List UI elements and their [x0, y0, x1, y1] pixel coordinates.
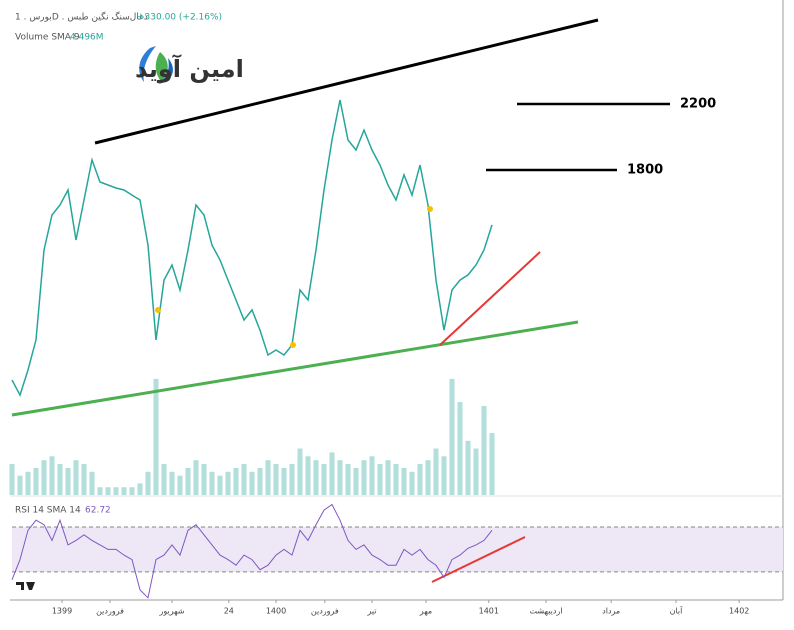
volume-bar: [393, 464, 399, 495]
symbol-title: بورس . 1D . ذغال‌سنگ نگین طبس: [15, 11, 148, 23]
volume-bar: [481, 405, 487, 495]
level-label: 1800: [627, 163, 663, 178]
volume-bar: [249, 471, 255, 495]
volume-bar: [473, 448, 479, 495]
rsi-line: [11, 503, 493, 599]
volume-bar: [161, 464, 167, 495]
event-marker: [155, 307, 161, 313]
volume-bar: [57, 464, 63, 495]
volume-bar: [377, 464, 383, 495]
volume-bar: [9, 464, 15, 495]
volume-bar: [305, 456, 311, 495]
volume-bar: [273, 464, 279, 495]
price-line: [11, 99, 493, 398]
rsi-band: [12, 526, 783, 572]
volume-bar: [425, 460, 431, 495]
volume-bar: [81, 464, 87, 495]
x-tick-label: تیر: [366, 607, 376, 616]
volume-bar: [441, 456, 447, 495]
rsi-value: 62.72: [85, 506, 111, 516]
x-tick-label: اردیبهشت: [530, 607, 563, 616]
volume-bar: [185, 467, 191, 495]
x-tick-label: 1401: [479, 607, 499, 616]
volume-bar: [49, 456, 55, 495]
volume-bar: [201, 464, 207, 495]
resistance-trendline: [94, 18, 599, 145]
volume-bar: [489, 433, 495, 495]
volume-bar: [17, 475, 23, 495]
x-tick-label: 1400: [266, 607, 286, 616]
volume-bar: [145, 471, 151, 495]
tv-logo: [16, 582, 35, 590]
volume-bar: [129, 487, 135, 495]
volume-bar: [313, 460, 319, 495]
x-tick-label: آبان: [670, 606, 684, 616]
x-tick-label: 24: [224, 607, 234, 616]
volume-bar: [409, 471, 415, 495]
volume-bar: [465, 440, 471, 495]
x-tick-label: فروردین: [311, 607, 339, 616]
support-trendline: [11, 320, 579, 417]
volume-bar: [353, 467, 359, 495]
volume-bar: [225, 471, 231, 495]
volume-bar: [241, 464, 247, 495]
volume-bar: [73, 460, 79, 495]
level-label: 2200: [680, 97, 716, 112]
logo-swoosh: [158, 58, 173, 84]
volume-bar: [209, 471, 215, 495]
volume-bar: [233, 467, 239, 495]
x-tick-label: مهر: [419, 607, 432, 616]
volume-bar: [25, 471, 31, 495]
volume-value: 4.496M: [70, 33, 104, 43]
volume-bar: [257, 467, 263, 495]
volume-bar: [169, 471, 175, 495]
volume-bar: [289, 464, 295, 495]
logo-swoosh: [139, 46, 156, 82]
volume-bar: [433, 448, 439, 495]
volume-bar: [321, 464, 327, 495]
volume-bar: [369, 456, 375, 495]
volume-bar: [265, 460, 271, 495]
volume-bar: [457, 402, 463, 495]
logo: امین آوید: [135, 46, 244, 84]
volume-bar: [297, 448, 303, 495]
volume-bar: [337, 460, 343, 495]
volume-bar: [177, 475, 183, 495]
logo-text: امین آوید: [135, 54, 244, 83]
volume-bar: [41, 460, 47, 495]
volume-bar: [97, 487, 103, 495]
volume-bar: [65, 467, 71, 495]
volume-bar: [329, 452, 335, 495]
x-tick-label: فروردین: [96, 607, 124, 616]
volume-bar: [417, 464, 423, 495]
volume-bar: [121, 487, 127, 495]
volume-bar: [33, 467, 39, 495]
volume-bar: [345, 464, 351, 495]
x-tick-label: 1399: [52, 607, 72, 616]
event-marker: [290, 342, 296, 348]
volume-bar: [193, 460, 199, 495]
volume-label: Volume SMA 9: [15, 33, 80, 43]
volume-bar: [113, 487, 119, 495]
volume-bar: [153, 378, 159, 495]
x-tick-label: شهریور: [158, 607, 184, 616]
volume-bar: [105, 487, 111, 495]
volume-bar: [449, 378, 455, 495]
volume-bar: [137, 483, 143, 495]
rsi-trendline: [431, 536, 526, 583]
logo-swoosh: [155, 52, 168, 82]
x-tick-label: 1402: [729, 607, 749, 616]
rising-trendline: [439, 251, 541, 346]
volume-bar: [361, 460, 367, 495]
x-tick-label: مرداد: [602, 607, 620, 616]
event-marker: [427, 206, 433, 212]
volume-bar: [385, 460, 391, 495]
rsi-label: RSI 14 SMA 14: [15, 506, 81, 516]
volume-bar: [281, 467, 287, 495]
volume-bar: [89, 471, 95, 495]
volume-bar: [217, 475, 223, 495]
volume-bar: [401, 467, 407, 495]
price-change: +330.00 (+2.16%): [137, 13, 222, 23]
